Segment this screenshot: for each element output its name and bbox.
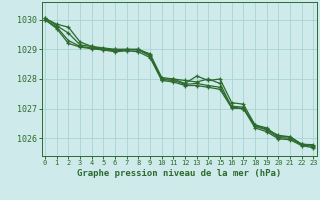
X-axis label: Graphe pression niveau de la mer (hPa): Graphe pression niveau de la mer (hPa) <box>77 169 281 178</box>
